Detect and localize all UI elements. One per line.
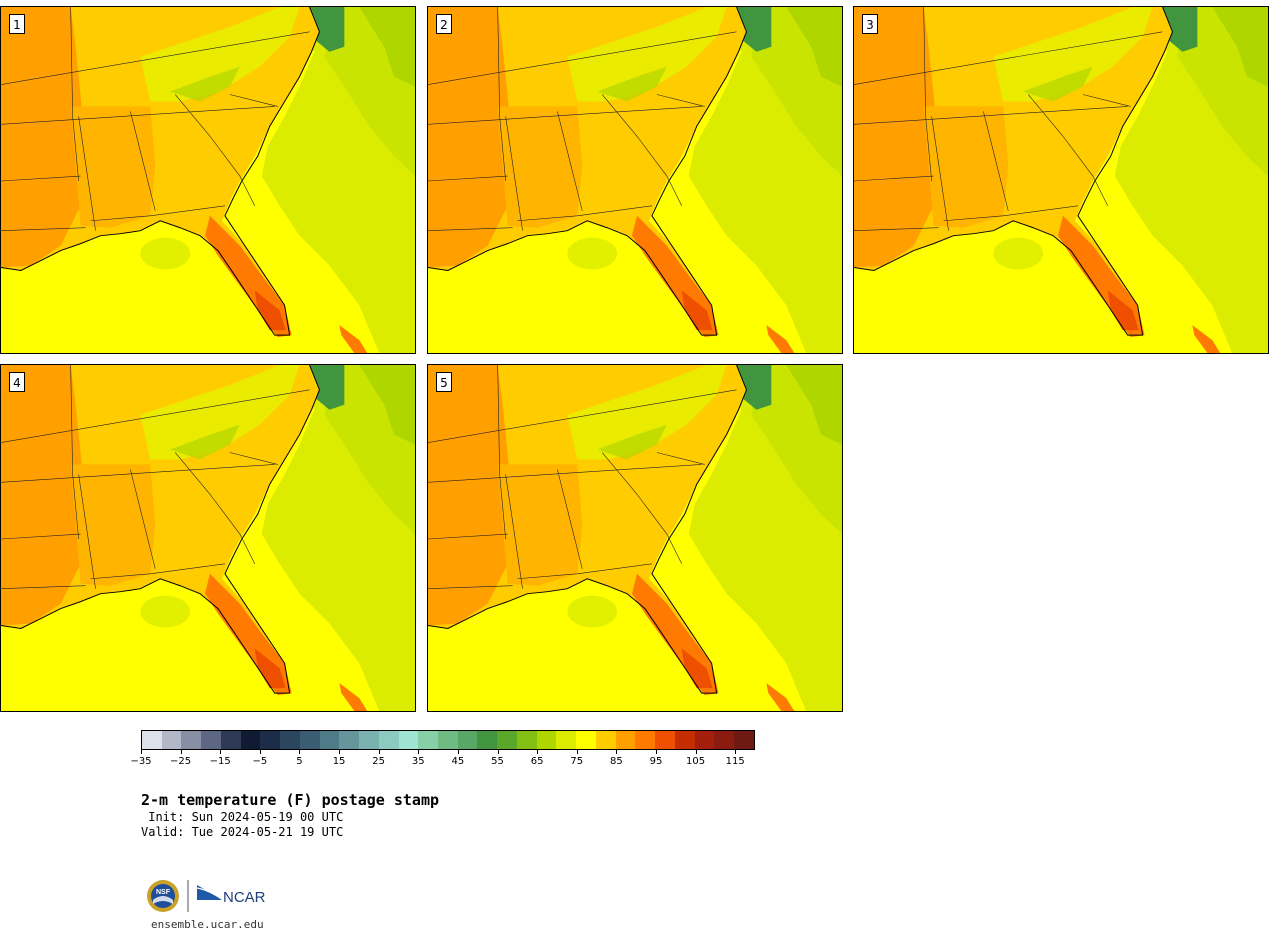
colorbar-swatch	[655, 731, 675, 749]
colorbar-tick-label: 15	[332, 756, 346, 767]
colorbar-swatch	[694, 731, 715, 749]
colorbar-swatch	[220, 731, 241, 749]
colorbar-tick	[537, 750, 539, 754]
colorbar-swatch	[260, 731, 281, 749]
footer-url: ensemble.ucar.edu	[151, 918, 264, 931]
colorbar-swatch	[418, 731, 439, 749]
colorbar-tick-label: 5	[296, 756, 303, 767]
colorbar-tick-label: 45	[451, 756, 465, 767]
colorbar-tick-label: 65	[530, 756, 544, 767]
colorbar-tick	[457, 750, 459, 754]
colorbar-swatch	[142, 731, 162, 749]
chart-title: 2-m temperature (F) postage stamp	[141, 791, 440, 809]
colorbar-swatch	[339, 731, 360, 749]
colorbar-swatch	[319, 731, 340, 749]
valid-time: Valid: Tue 2024-05-21 19 UTC	[141, 825, 344, 839]
logos: NSF NCAR	[145, 878, 275, 914]
temperature-map-4	[1, 365, 415, 711]
map-panel-5: 5	[427, 364, 843, 712]
colorbar-tick-label: 75	[570, 756, 584, 767]
colorbar-tick-label: −35	[130, 756, 152, 767]
colorbar-swatch	[181, 731, 202, 749]
colorbar-swatch	[595, 731, 616, 749]
colorbar-swatch	[576, 731, 596, 749]
colorbar-tick	[180, 750, 182, 754]
nsf-logo-icon: NSF	[147, 880, 179, 912]
panel-label-5: 5	[436, 372, 452, 392]
colorbar-tick-label: −15	[209, 756, 231, 767]
ncar-logo-icon: NCAR	[196, 885, 266, 906]
svg-text:NSF: NSF	[156, 889, 171, 896]
colorbar-tick	[616, 750, 618, 754]
temperature-map-2	[428, 7, 842, 353]
panel-label-1: 1	[9, 14, 25, 34]
init-time: Init: Sun 2024-05-19 00 UTC	[141, 810, 344, 824]
colorbar-swatch	[378, 731, 399, 749]
colorbar-tick	[259, 750, 261, 754]
temperature-map-1	[1, 7, 415, 353]
temperature-map-5	[428, 365, 842, 711]
colorbar-tick-label: 95	[649, 756, 663, 767]
colorbar-swatch	[299, 731, 320, 749]
colorbar-swatch	[556, 731, 577, 749]
colorbar-swatch	[615, 731, 636, 749]
colorbar-tick	[576, 750, 578, 754]
colorbar-tick-label: 115	[725, 756, 745, 767]
colorbar-swatch	[536, 731, 557, 749]
colorbar-swatch	[635, 731, 656, 749]
colorbar-tick-label: 35	[411, 756, 425, 767]
colorbar-tick	[695, 750, 697, 754]
map-panel-2: 2	[427, 6, 843, 354]
colorbar-swatch	[674, 731, 695, 749]
svg-text:NCAR: NCAR	[223, 889, 266, 906]
colorbar-swatch	[359, 731, 379, 749]
colorbar-tick-label: −25	[170, 756, 192, 767]
map-panel-4: 4	[0, 364, 416, 712]
colorbar-swatch	[398, 731, 419, 749]
colorbar-swatch	[240, 731, 261, 749]
panel-label-3: 3	[862, 14, 878, 34]
colorbar-tick	[299, 750, 301, 754]
colorbar-tick	[220, 750, 222, 754]
colorbar-tick	[655, 750, 657, 754]
colorbar-swatch	[280, 731, 300, 749]
colorbar-swatch	[457, 731, 478, 749]
colorbar-tick-label: 55	[491, 756, 504, 767]
map-panel-3: 3	[853, 6, 1269, 354]
colorbar-swatch	[734, 731, 754, 749]
colorbar-tick-label: 25	[372, 756, 386, 767]
panel-label-4: 4	[9, 372, 25, 392]
panel-label-2: 2	[436, 14, 452, 34]
colorbar-swatch	[161, 731, 182, 749]
colorbar-tick-label: 85	[609, 756, 623, 767]
colorbar-tick	[735, 750, 737, 754]
colorbar-tick	[497, 750, 499, 754]
colorbar-ticks: −35 −25 −15 −5 5 15 25 35 45 55 65 75 85 95 105 115	[130, 750, 755, 772]
colorbar-swatch	[201, 731, 221, 749]
colorbar-swatch	[497, 731, 517, 749]
colorbar-tick-label: 105	[686, 756, 706, 767]
temperature-colorbar	[141, 730, 755, 750]
colorbar-swatch	[516, 731, 537, 749]
map-panel-1: 1	[0, 6, 416, 354]
colorbar-tick-label: −5	[252, 756, 268, 767]
colorbar-swatch	[714, 731, 735, 749]
colorbar-tick	[378, 750, 380, 754]
colorbar-tick	[141, 750, 142, 754]
colorbar-swatch	[438, 731, 458, 749]
colorbar-tick	[339, 750, 341, 754]
temperature-map-3	[854, 7, 1268, 353]
colorbar-swatch	[477, 731, 498, 749]
colorbar-tick	[418, 750, 420, 754]
